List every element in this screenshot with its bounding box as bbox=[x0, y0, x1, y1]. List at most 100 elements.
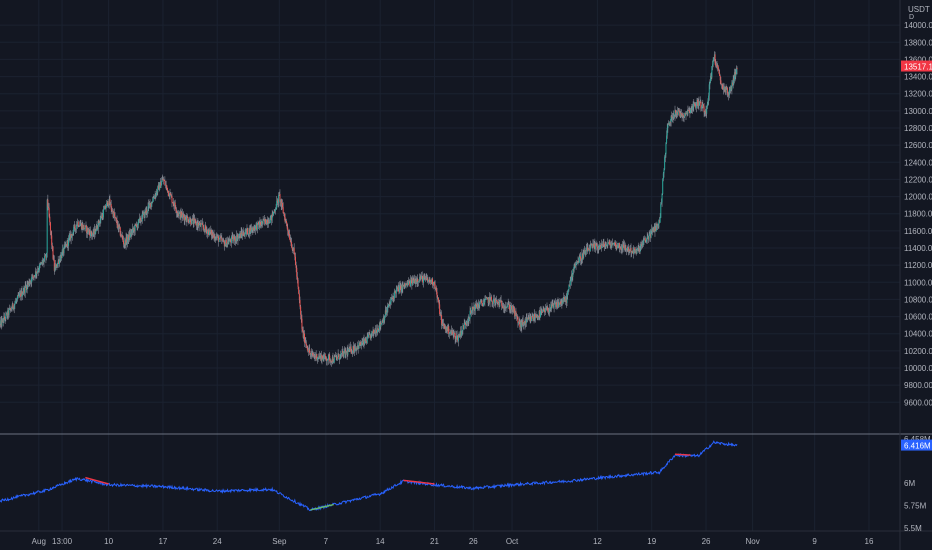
price-candles[interactable] bbox=[0, 51, 738, 367]
candle-up bbox=[333, 362, 335, 364]
candle-up bbox=[592, 243, 594, 248]
candle-down bbox=[41, 262, 43, 264]
candle-up bbox=[413, 279, 415, 281]
candle-up bbox=[529, 316, 531, 320]
candle-up bbox=[81, 224, 83, 230]
candle-up bbox=[706, 107, 708, 114]
candle-up bbox=[210, 230, 212, 232]
time-tick-label: Oct bbox=[506, 537, 519, 546]
candle-down bbox=[306, 345, 308, 349]
candle-up bbox=[447, 326, 449, 332]
candle-down bbox=[377, 328, 379, 330]
candle-up bbox=[189, 218, 191, 222]
candle-down bbox=[128, 234, 130, 240]
candle-down bbox=[166, 187, 168, 193]
candle-up bbox=[462, 325, 464, 331]
candle-up bbox=[637, 248, 638, 250]
candle-up bbox=[343, 350, 345, 357]
candle-down bbox=[684, 113, 686, 116]
candle-up bbox=[570, 280, 572, 282]
candle-up bbox=[310, 354, 312, 356]
log-toggle-label[interactable]: D bbox=[909, 14, 914, 21]
candle-up bbox=[636, 249, 638, 254]
candle-up bbox=[662, 179, 664, 194]
candle-down bbox=[53, 259, 55, 271]
obv-pane[interactable] bbox=[0, 440, 738, 512]
candle-down bbox=[107, 201, 109, 206]
candle-up bbox=[467, 320, 469, 323]
candle-down bbox=[290, 241, 292, 243]
candle-up bbox=[534, 317, 536, 319]
candle-up bbox=[355, 347, 357, 351]
candle-down bbox=[364, 338, 366, 342]
candle-up bbox=[437, 297, 439, 299]
candle-up bbox=[24, 285, 26, 293]
candle-up bbox=[488, 297, 490, 303]
candle-down bbox=[679, 111, 681, 113]
candle-up bbox=[670, 116, 672, 123]
obv-line bbox=[0, 440, 738, 512]
candle-up bbox=[19, 293, 21, 295]
candle-down bbox=[98, 220, 100, 224]
candle-down bbox=[357, 345, 359, 349]
time-tick-label: 17 bbox=[158, 537, 167, 546]
candle-down bbox=[309, 349, 311, 354]
candle-up bbox=[650, 230, 652, 238]
candle-down bbox=[347, 349, 349, 352]
candle-up bbox=[311, 352, 313, 355]
candle-up bbox=[161, 181, 163, 185]
candle-down bbox=[307, 351, 309, 352]
candle-down bbox=[166, 185, 168, 188]
candle-up bbox=[105, 207, 107, 209]
candle-up bbox=[92, 231, 94, 235]
candle-down bbox=[500, 300, 502, 302]
candle-down bbox=[486, 297, 488, 299]
candle-up bbox=[406, 282, 408, 285]
candle-down bbox=[146, 209, 148, 213]
candle-down bbox=[230, 241, 232, 243]
candle-up bbox=[732, 78, 734, 86]
candle-up bbox=[402, 284, 404, 289]
candle-down bbox=[717, 64, 719, 67]
currency-label[interactable]: USDT bbox=[908, 5, 930, 14]
time-tick-label: 16 bbox=[865, 537, 874, 546]
candle-up bbox=[161, 179, 163, 182]
candle-up bbox=[560, 302, 562, 305]
candle-up bbox=[152, 197, 154, 202]
candle-up bbox=[716, 64, 718, 67]
candle-up bbox=[351, 351, 353, 353]
candle-up bbox=[693, 103, 695, 108]
candle-up bbox=[673, 115, 675, 118]
candle-down bbox=[148, 203, 150, 205]
candle-down bbox=[441, 315, 443, 326]
candle-down bbox=[528, 317, 530, 320]
candle-down bbox=[541, 311, 543, 313]
candle-down bbox=[594, 243, 596, 249]
candle-up bbox=[188, 221, 190, 223]
candle-down bbox=[252, 227, 254, 231]
candle-down bbox=[260, 221, 262, 225]
candle-up bbox=[36, 272, 38, 274]
candle-down bbox=[627, 247, 629, 252]
candle-up bbox=[42, 260, 44, 264]
candle-up bbox=[82, 224, 84, 229]
candle-down bbox=[395, 291, 397, 294]
candle-up bbox=[317, 357, 319, 359]
price-tick-label: 11200.00 bbox=[904, 261, 932, 270]
candle-down bbox=[694, 104, 696, 106]
candle-down bbox=[318, 355, 320, 358]
candle-up bbox=[430, 280, 432, 283]
candle-down bbox=[80, 223, 82, 230]
price-axis[interactable]: 14000.00 13800.00 13600.00 13400.00 13200.00… bbox=[904, 21, 932, 407]
candle-up bbox=[664, 154, 666, 158]
time-axis[interactable]: Aug 13:00 10 17 24 Sep 7 14 21 26 Oct 12 19 26 Nov 9 16 bbox=[32, 537, 874, 546]
candle-up bbox=[654, 226, 656, 233]
candle-down bbox=[129, 233, 131, 237]
candle-down bbox=[354, 348, 356, 351]
candle-up bbox=[626, 248, 628, 250]
candle-up bbox=[706, 103, 708, 108]
time-tick-label: 24 bbox=[213, 537, 222, 546]
candle-down bbox=[144, 210, 146, 214]
candle-down bbox=[490, 296, 492, 301]
